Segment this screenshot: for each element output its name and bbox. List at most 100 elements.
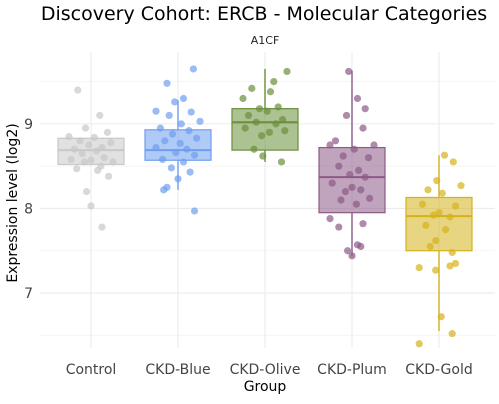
data-point bbox=[357, 186, 365, 194]
data-point bbox=[81, 124, 90, 132]
data-point bbox=[152, 143, 160, 152]
chart-title: Discovery Cohort: ERCB - Molecular Categ… bbox=[41, 3, 487, 25]
data-point bbox=[183, 145, 191, 153]
data-point bbox=[451, 202, 460, 210]
data-point bbox=[80, 158, 88, 166]
data-point bbox=[250, 145, 258, 153]
data-point bbox=[446, 262, 454, 270]
data-point bbox=[83, 187, 91, 196]
data-point bbox=[241, 124, 249, 132]
box-iqr bbox=[318, 146, 386, 214]
data-point bbox=[352, 200, 360, 208]
data-point bbox=[167, 164, 175, 172]
data-point bbox=[429, 211, 438, 219]
data-point bbox=[87, 202, 95, 210]
data-point bbox=[339, 152, 347, 160]
data-point bbox=[344, 247, 352, 255]
data-point bbox=[438, 189, 446, 197]
data-point bbox=[283, 67, 291, 76]
data-point bbox=[76, 137, 84, 145]
data-point bbox=[252, 118, 260, 126]
data-point bbox=[193, 134, 201, 142]
data-point bbox=[350, 145, 358, 153]
data-point bbox=[159, 155, 167, 164]
data-point bbox=[370, 141, 378, 149]
data-point bbox=[440, 151, 449, 159]
x-tick-label: CKD-Gold bbox=[405, 362, 473, 378]
data-point bbox=[90, 133, 98, 142]
data-point bbox=[266, 88, 275, 96]
data-point bbox=[418, 200, 427, 208]
data-point bbox=[437, 313, 445, 321]
data-point bbox=[366, 194, 374, 202]
points-layer bbox=[65, 65, 465, 348]
data-point bbox=[185, 127, 193, 135]
data-point bbox=[179, 94, 188, 103]
data-point bbox=[424, 186, 432, 194]
data-point bbox=[160, 186, 168, 194]
data-point bbox=[85, 141, 93, 149]
data-point bbox=[109, 158, 117, 166]
data-point bbox=[70, 145, 79, 153]
data-point bbox=[107, 138, 115, 147]
x-tick-label: CKD-Olive bbox=[230, 362, 301, 378]
data-point bbox=[337, 196, 345, 204]
data-point bbox=[341, 187, 349, 196]
y-axis-label: Expression level (log2) bbox=[5, 123, 21, 282]
y-tick-label: 9 bbox=[24, 117, 33, 133]
data-point bbox=[255, 105, 264, 113]
data-point bbox=[446, 213, 454, 221]
data-point bbox=[422, 221, 430, 229]
data-point bbox=[172, 149, 180, 157]
data-point bbox=[331, 137, 340, 145]
box-iqr bbox=[405, 196, 473, 252]
data-point bbox=[163, 79, 171, 87]
data-point bbox=[457, 182, 465, 190]
data-point bbox=[359, 220, 367, 228]
data-point bbox=[100, 154, 108, 162]
data-point bbox=[187, 108, 195, 116]
data-point bbox=[342, 111, 351, 120]
data-point bbox=[433, 176, 441, 185]
data-point bbox=[326, 215, 334, 223]
data-point bbox=[448, 330, 456, 338]
data-point bbox=[270, 78, 278, 86]
data-point bbox=[177, 120, 185, 128]
data-point bbox=[274, 103, 282, 111]
data-point bbox=[326, 141, 334, 149]
x-axis-label: Group bbox=[244, 379, 287, 395]
data-point bbox=[272, 120, 280, 128]
data-point bbox=[179, 158, 188, 166]
x-tick-label: CKD-Blue bbox=[145, 362, 210, 378]
data-point bbox=[357, 242, 365, 251]
data-point bbox=[186, 168, 194, 176]
data-point bbox=[196, 117, 204, 125]
data-point bbox=[190, 151, 199, 159]
data-point bbox=[156, 124, 164, 132]
data-point bbox=[244, 111, 253, 120]
data-point bbox=[103, 128, 112, 136]
data-point bbox=[432, 236, 440, 245]
data-point bbox=[361, 173, 369, 181]
data-point bbox=[78, 149, 86, 158]
data-point bbox=[277, 158, 286, 166]
data-point bbox=[74, 86, 82, 94]
data-point bbox=[415, 264, 423, 272]
data-point bbox=[105, 172, 113, 180]
data-point bbox=[92, 147, 101, 155]
data-point bbox=[98, 223, 106, 231]
data-point bbox=[87, 156, 95, 164]
data-point bbox=[435, 209, 443, 217]
axis-layer: 7 8 9 Control CKD-Blue CKD-Olive CKD-Plum CKD-G… bbox=[24, 117, 473, 378]
data-point bbox=[67, 155, 75, 164]
data-point bbox=[348, 183, 356, 191]
data-point bbox=[263, 107, 271, 115]
data-point bbox=[189, 65, 197, 73]
data-point bbox=[346, 171, 354, 179]
data-point bbox=[432, 266, 440, 274]
data-point bbox=[171, 98, 179, 106]
data-point bbox=[442, 226, 450, 234]
data-point bbox=[449, 158, 457, 166]
data-point bbox=[355, 166, 363, 174]
